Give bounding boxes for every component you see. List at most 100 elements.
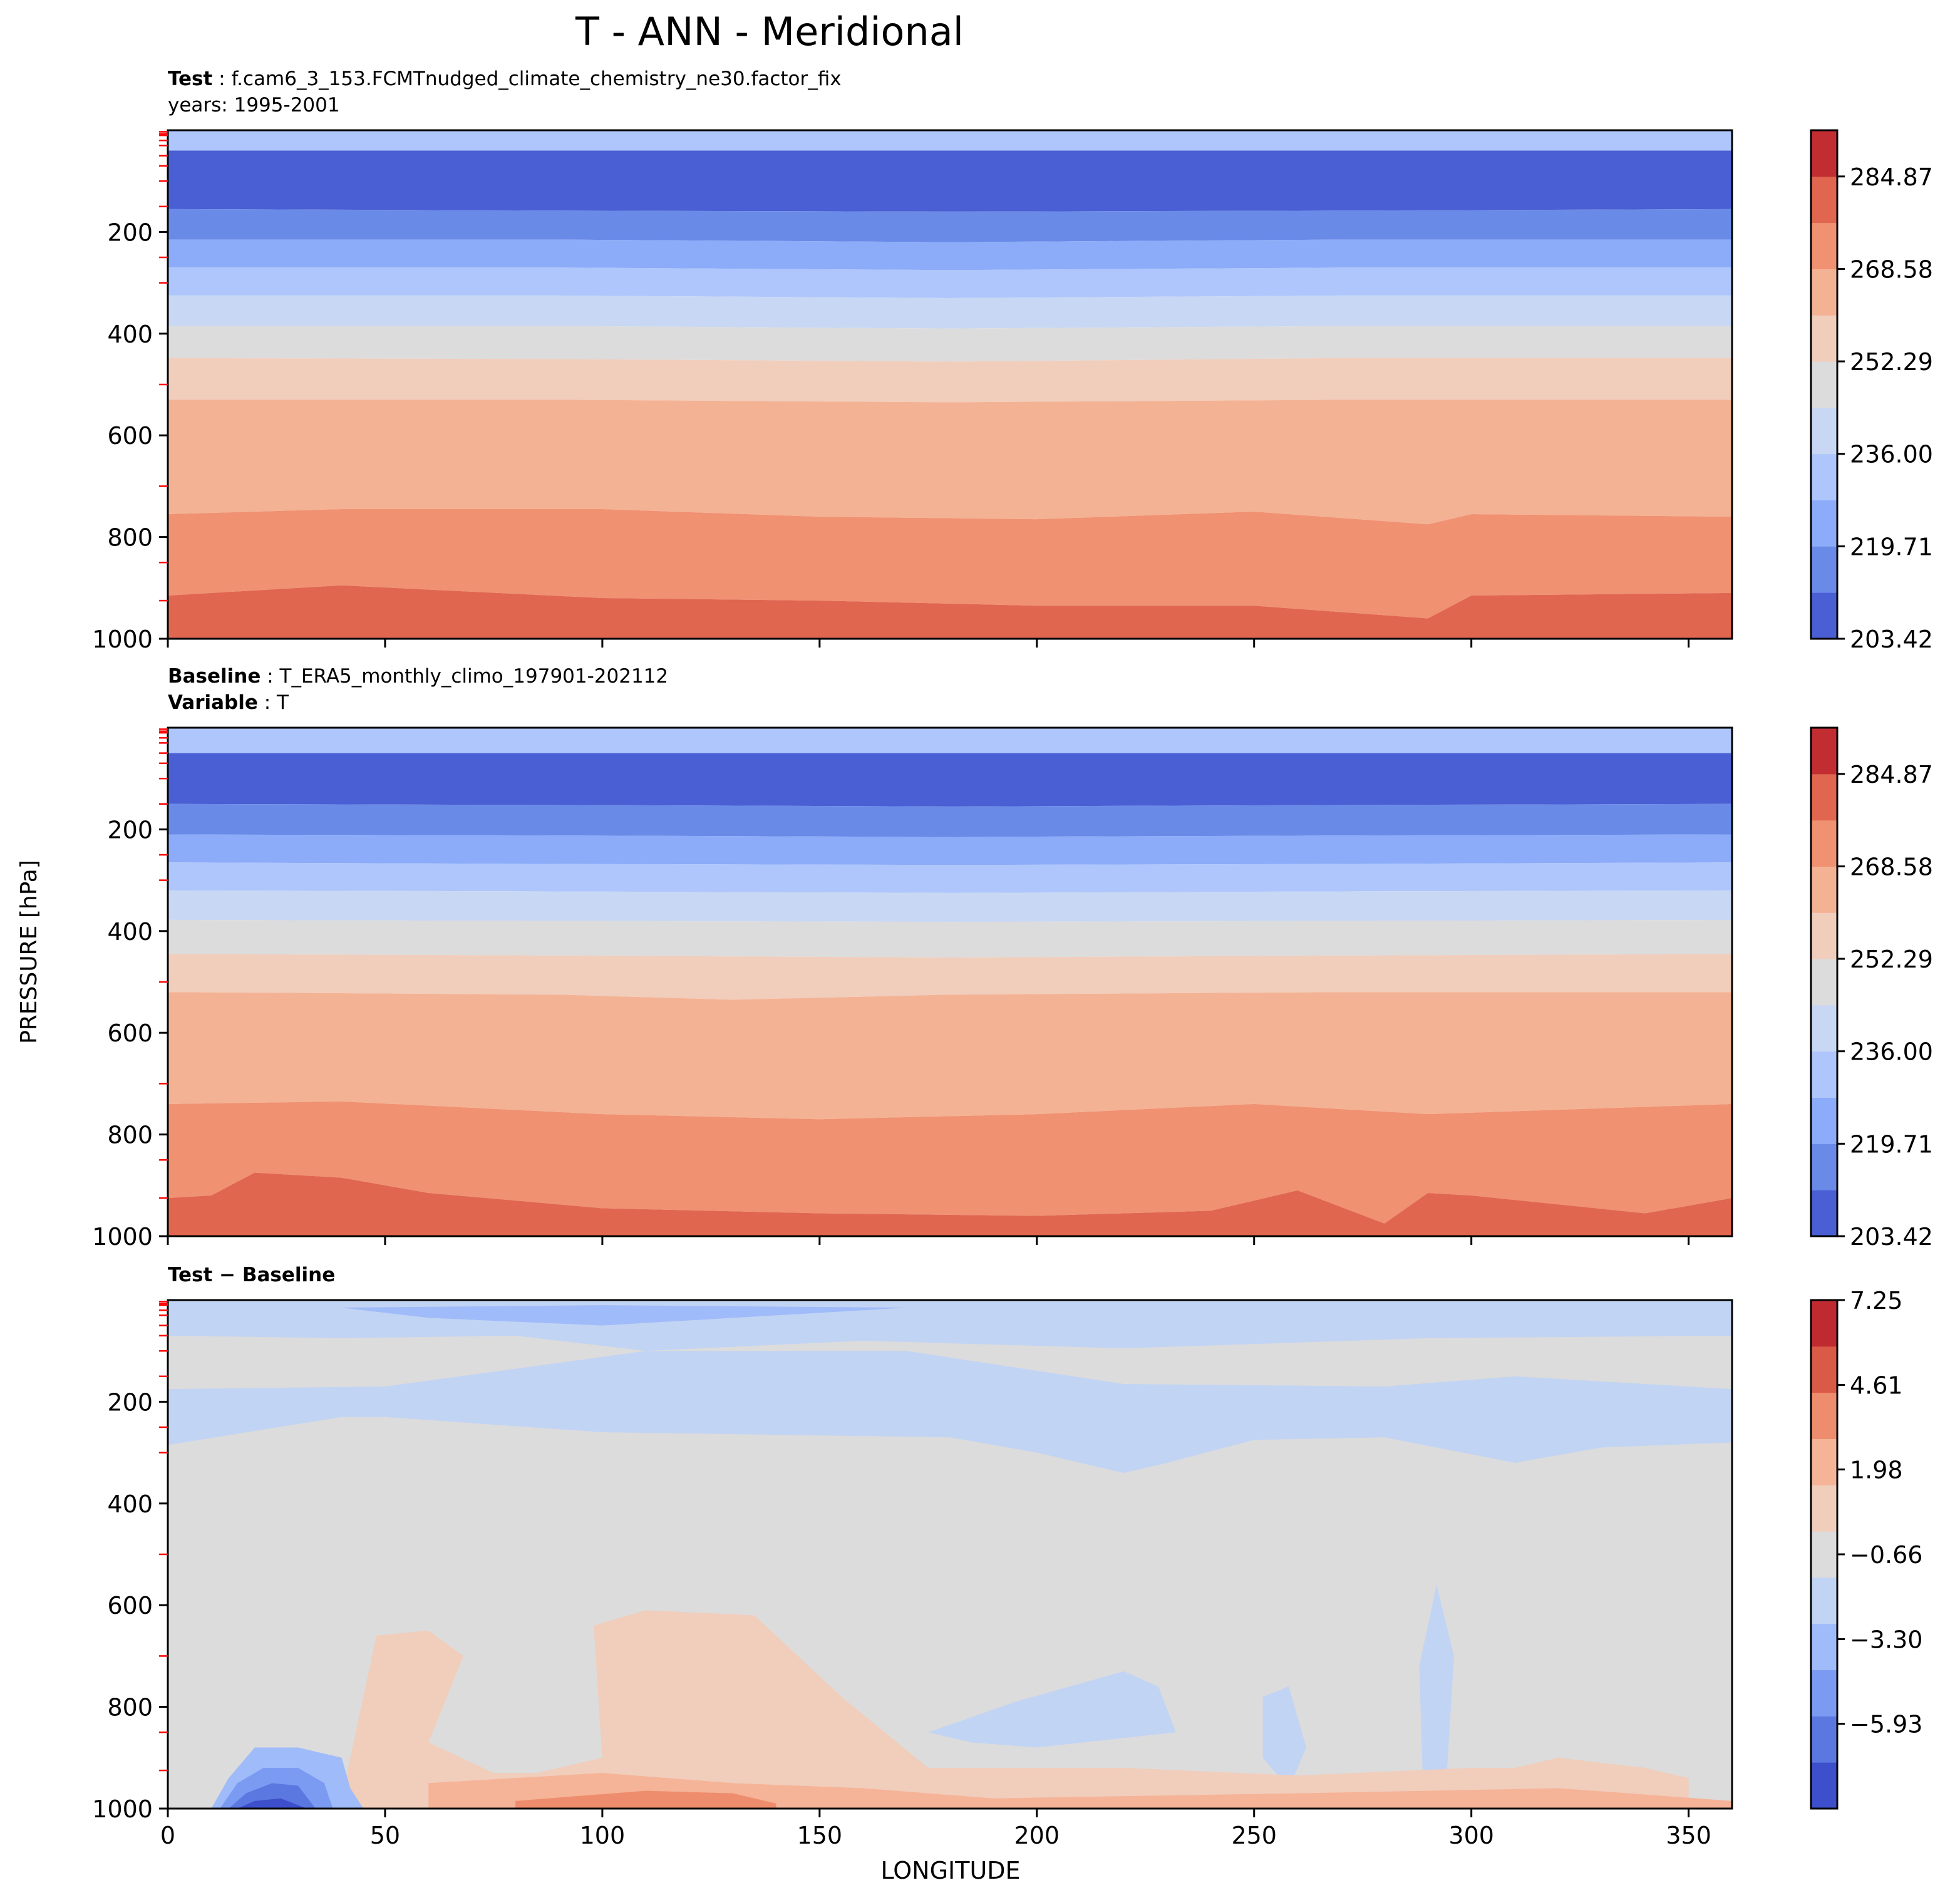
y-tick-label: 1000 <box>92 1223 153 1251</box>
colorbar-segment <box>1811 269 1837 316</box>
contour-band <box>341 1305 907 1326</box>
contour-band <box>168 1351 1732 1474</box>
colorbar-segment <box>1811 1762 1837 1809</box>
contour-band <box>341 1610 1689 1809</box>
panel-header-label: Variable <box>168 691 258 714</box>
y-tick-label: 1000 <box>92 626 153 653</box>
panel-header-value: : T_ERA5_monthly_climo_197901-202112 <box>260 665 668 688</box>
contour-band <box>168 954 1732 1000</box>
contour-band <box>168 992 1732 1120</box>
colorbar-tick-label: 268.58 <box>1850 256 1933 283</box>
colorbar-segment <box>1811 773 1837 821</box>
y-tick-label: 800 <box>107 1122 153 1149</box>
x-tick-label: 300 <box>1448 1822 1494 1849</box>
contour-band <box>1262 1686 1306 1789</box>
y-tick-label: 600 <box>107 1020 153 1047</box>
colorbar-tick-label: −0.66 <box>1850 1541 1922 1569</box>
contour-band <box>168 239 1732 271</box>
contour-band <box>168 585 1732 639</box>
colorbar-segment <box>1811 1300 1837 1347</box>
colorbar-segment <box>1811 1004 1837 1052</box>
colorbar-frame <box>1810 726 1839 1237</box>
contour-band <box>168 890 1732 922</box>
panel-header-value: : f.cam6_3_153.FCMTnudged_climate_chemis… <box>212 68 841 90</box>
figure-title: T - ANN - Meridional <box>575 9 964 54</box>
y-axis-label: PRESSURE [hPa] <box>16 860 42 1044</box>
colorbar-tick-label: 284.87 <box>1850 163 1933 191</box>
colorbar-tick-label: 252.29 <box>1850 348 1933 376</box>
contour-band <box>928 1671 1176 1748</box>
colorbar-tick-label: 203.42 <box>1850 626 1933 653</box>
colorbar-segment <box>1811 546 1837 593</box>
colorbar-segment <box>1811 176 1837 224</box>
contour-band <box>168 1101 1732 1224</box>
contour-band <box>168 919 1732 958</box>
colorbar-segment <box>1811 1716 1837 1763</box>
colorbar-segment <box>1811 1577 1837 1624</box>
colorbar-tick-label: 268.58 <box>1850 853 1933 880</box>
panel-header-line: years: 1995-2001 <box>168 94 340 116</box>
panel-header-line: Test : f.cam6_3_153.FCMTnudged_climate_c… <box>168 68 842 90</box>
y-tick-label: 400 <box>107 1490 153 1518</box>
colorbar-segment <box>1811 592 1837 639</box>
colorbar-tick-label: 1.98 <box>1850 1456 1903 1484</box>
x-tick-label: 150 <box>797 1822 843 1849</box>
panel-header-value: years: 1995-2001 <box>168 94 340 116</box>
panel-test: 200 400 600 800 1000 Test : f.cam6_3_153.FCMT… <box>92 68 1933 653</box>
colorbar-tick-label: 236.00 <box>1850 1038 1933 1066</box>
y-tick-label: 800 <box>107 1694 153 1722</box>
contour-band <box>168 295 1732 329</box>
contour-band <box>229 1783 316 1809</box>
panel-header-value: : T <box>258 691 289 714</box>
colorbar-tick-label: 219.71 <box>1850 1130 1933 1158</box>
contour-band <box>168 753 1732 807</box>
colorbar-segment <box>1811 959 1837 1006</box>
x-tick-label: 100 <box>580 1822 626 1849</box>
contour-band <box>237 1798 307 1809</box>
contour-band <box>168 862 1732 893</box>
contour-band <box>1419 1584 1454 1804</box>
colorbar-segment <box>1811 407 1837 455</box>
contour-band <box>168 509 1732 619</box>
colorbar-tick-label: 203.42 <box>1850 1223 1933 1251</box>
x-axis-label: LONGITUDE <box>880 1857 1020 1884</box>
contour-band <box>168 1172 1732 1236</box>
colorbar-segment <box>1811 361 1837 408</box>
x-tick-label: 200 <box>1014 1822 1060 1849</box>
colorbar-tick-label: −3.30 <box>1850 1626 1922 1654</box>
panel-diff: 200 400 600 800 1000 0 50 100 150 200 250 300 350 Tes… <box>92 1264 1922 1849</box>
contour-band <box>168 358 1732 403</box>
colorbar-tick-label: 4.61 <box>1850 1372 1903 1400</box>
y-tick-label: 200 <box>107 1388 153 1416</box>
contour-band <box>168 803 1732 837</box>
panel-header-line: Baseline : T_ERA5_monthly_climo_197901-2… <box>168 665 668 688</box>
colorbar-segment <box>1811 315 1837 362</box>
colorbar-segment <box>1811 1438 1837 1485</box>
y-tick-label: 400 <box>107 918 153 946</box>
x-tick-label: 50 <box>370 1822 400 1849</box>
colorbar-segment <box>1811 1097 1837 1144</box>
y-tick-label: 600 <box>107 422 153 450</box>
colorbar-tick-label: 219.71 <box>1850 533 1933 560</box>
colorbar-tick-label: 236.00 <box>1850 441 1933 468</box>
contour-band <box>168 267 1732 298</box>
colorbar-tick-label: 252.29 <box>1850 946 1933 973</box>
colorbar-segment <box>1811 1190 1837 1237</box>
colorbar-segment <box>1811 130 1837 177</box>
colorbar-segment <box>1811 222 1837 269</box>
colorbar-tick-label: −5.93 <box>1850 1710 1922 1738</box>
contour-band <box>168 209 1732 242</box>
colorbar-segment <box>1811 500 1837 547</box>
colorbar-frame <box>1810 129 1839 640</box>
y-tick-label: 400 <box>107 321 153 348</box>
x-tick-label: 0 <box>160 1822 175 1849</box>
colorbar-tick-label: 7.25 <box>1850 1287 1903 1314</box>
x-tick-label: 250 <box>1231 1822 1277 1849</box>
panel-baseline: 200 400 600 800 1000 Baseline : T_ERA5_monthl… <box>92 665 1933 1251</box>
contour-band <box>168 150 1732 212</box>
y-tick-label: 200 <box>107 219 153 246</box>
panel-header-line: Variable : T <box>168 691 289 714</box>
colorbar-segment <box>1811 1392 1837 1439</box>
panel-header-label: Baseline <box>168 665 260 688</box>
